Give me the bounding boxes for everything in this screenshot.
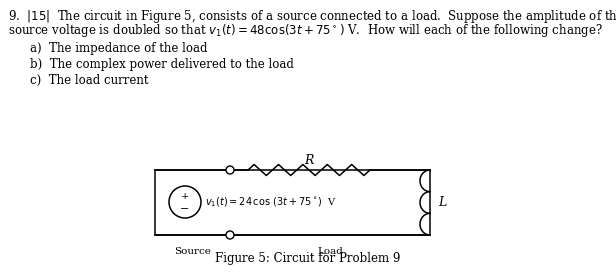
Text: b)  The complex power delivered to the load: b) The complex power delivered to the lo…	[30, 58, 294, 71]
Circle shape	[226, 166, 234, 174]
Text: c)  The load current: c) The load current	[30, 74, 148, 87]
Text: Load: Load	[317, 247, 343, 256]
Text: source voltage is doubled so that $v_1(t) = 48\cos(3t+75^\circ)$ V.  How will ea: source voltage is doubled so that $v_1(t…	[8, 22, 602, 39]
Bar	[155, 170, 430, 235]
Circle shape	[226, 231, 234, 239]
Text: a)  The impedance of the load: a) The impedance of the load	[30, 42, 208, 55]
Text: 9.  $|15|$  The circuit in Figure 5, consists of a source connected to a load.  : 9. $|15|$ The circuit in Figure 5, consi…	[8, 8, 616, 25]
Text: R: R	[304, 153, 314, 167]
Text: −: −	[180, 204, 190, 214]
Text: Figure 5: Circuit for Problem 9: Figure 5: Circuit for Problem 9	[216, 252, 400, 265]
Text: Source: Source	[174, 247, 211, 256]
Text: $v_1(t) = 24\,\cos\,(3t + 75^\circ)$  V: $v_1(t) = 24\,\cos\,(3t + 75^\circ)$ V	[205, 195, 337, 209]
Text: +: +	[181, 192, 189, 201]
Text: L: L	[438, 196, 446, 209]
Circle shape	[169, 186, 201, 218]
